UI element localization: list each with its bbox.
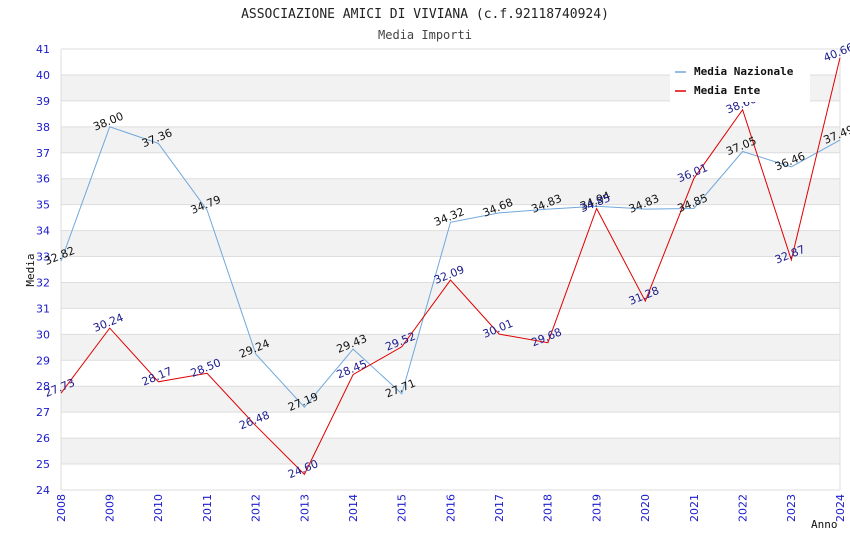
- y-tick-label: 29: [36, 354, 50, 367]
- grid-band: [61, 178, 840, 205]
- x-tick-label: 2012: [250, 494, 263, 522]
- legend-label-nazionale: Media Nazionale: [694, 65, 794, 78]
- series-lines: [60, 57, 841, 476]
- legend-label-ente: Media Ente: [694, 84, 761, 97]
- y-tick-label: 27: [36, 406, 50, 419]
- y-tick-label: 32: [36, 276, 50, 289]
- grid-bands: [61, 74, 840, 465]
- grid-band: [61, 126, 840, 153]
- grid-band: [61, 282, 840, 309]
- x-tick-label: 2008: [55, 494, 68, 522]
- legend: Media Nazionale Media Ente: [670, 60, 810, 102]
- y-tick-label: 35: [36, 199, 50, 212]
- x-axis-ticks: 2008 2009 2010 2011 2012 2013 2014 2015 2016 2017…: [55, 494, 847, 522]
- y-tick-label: 34: [36, 225, 50, 238]
- grid-band: [61, 334, 840, 361]
- y-axis-label: Media: [24, 253, 37, 286]
- x-tick-label: 2013: [298, 494, 311, 522]
- y-tick-label: 37: [36, 147, 50, 160]
- series-line-media-ente: [60, 57, 841, 476]
- data-label: 30.24: [91, 311, 125, 335]
- grid-band: [61, 230, 840, 257]
- y-tick-label: 24: [36, 484, 50, 497]
- x-tick-label: 2019: [590, 494, 603, 522]
- legend-box: [670, 60, 810, 102]
- data-labels: 32.8238.0037.3634.7929.2427.1929.4327.71…: [43, 41, 850, 481]
- x-tick-label: 2015: [396, 494, 409, 522]
- x-tick-label: 2009: [104, 494, 117, 522]
- grid-band: [61, 438, 840, 465]
- data-label: 32.82: [43, 244, 77, 268]
- data-label: 28.17: [140, 365, 174, 389]
- x-tick-label: 2016: [444, 494, 457, 522]
- grid-band: [61, 386, 840, 413]
- y-tick-label: 28: [36, 380, 50, 393]
- y-tick-label: 36: [36, 173, 50, 186]
- y-tick-label: 38: [36, 121, 50, 134]
- y-axis-ticks: 24 25 26 27 28 29 30 31 32 33 34 35 36 37 38 39 40 41: [36, 43, 50, 497]
- chart-subtitle: Media Importi: [378, 28, 472, 42]
- x-tick-label: 2021: [688, 494, 701, 522]
- x-tick-label: 2010: [152, 494, 165, 522]
- x-tick-label: 2014: [347, 494, 360, 522]
- x-tick-label: 2022: [736, 494, 749, 522]
- y-tick-label: 40: [36, 69, 50, 82]
- x-tick-label: 2018: [542, 494, 555, 522]
- y-tick-label: 30: [36, 328, 50, 341]
- y-tick-label: 41: [36, 43, 50, 56]
- x-tick-label: 2023: [785, 494, 798, 522]
- x-tick-label: 2017: [493, 494, 506, 522]
- x-tick-label: 2024: [834, 494, 847, 522]
- y-tick-label: 39: [36, 95, 50, 108]
- data-label: 40.66: [822, 41, 850, 65]
- x-tick-label: 2020: [639, 494, 652, 522]
- y-tick-label: 31: [36, 302, 50, 315]
- y-tick-label: 25: [36, 458, 50, 471]
- y-tick-label: 26: [36, 432, 50, 445]
- y-tick-label: 33: [36, 251, 50, 264]
- x-axis-label: Anno: [811, 518, 838, 531]
- series-line-media-nazionale: [60, 126, 841, 408]
- chart-title: ASSOCIAZIONE AMICI DI VIVIANA (c.f.92118…: [241, 7, 609, 22]
- x-tick-label: 2011: [201, 494, 214, 522]
